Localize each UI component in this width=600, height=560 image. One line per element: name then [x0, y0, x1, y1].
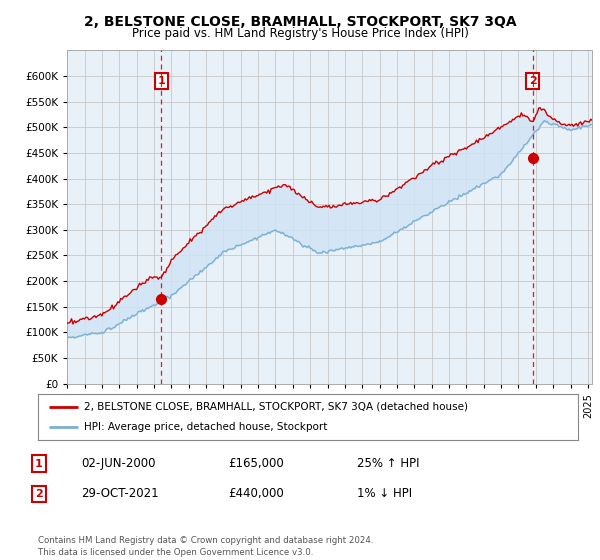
Text: 2, BELSTONE CLOSE, BRAMHALL, STOCKPORT, SK7 3QA (detached house): 2, BELSTONE CLOSE, BRAMHALL, STOCKPORT, …: [84, 402, 468, 412]
Text: Contains HM Land Registry data © Crown copyright and database right 2024.
This d: Contains HM Land Registry data © Crown c…: [38, 536, 373, 557]
Text: £165,000: £165,000: [228, 457, 284, 470]
Text: HPI: Average price, detached house, Stockport: HPI: Average price, detached house, Stoc…: [84, 422, 327, 432]
Text: 2: 2: [35, 489, 43, 499]
Text: £440,000: £440,000: [228, 487, 284, 501]
Text: 2, BELSTONE CLOSE, BRAMHALL, STOCKPORT, SK7 3QA: 2, BELSTONE CLOSE, BRAMHALL, STOCKPORT, …: [83, 15, 517, 29]
Text: 1: 1: [157, 76, 165, 86]
Text: 1: 1: [35, 459, 43, 469]
Text: 2: 2: [529, 76, 537, 86]
Text: Price paid vs. HM Land Registry's House Price Index (HPI): Price paid vs. HM Land Registry's House …: [131, 27, 469, 40]
Text: 25% ↑ HPI: 25% ↑ HPI: [357, 457, 419, 470]
Text: 02-JUN-2000: 02-JUN-2000: [81, 457, 155, 470]
Text: 1% ↓ HPI: 1% ↓ HPI: [357, 487, 412, 501]
Text: 29-OCT-2021: 29-OCT-2021: [81, 487, 158, 501]
